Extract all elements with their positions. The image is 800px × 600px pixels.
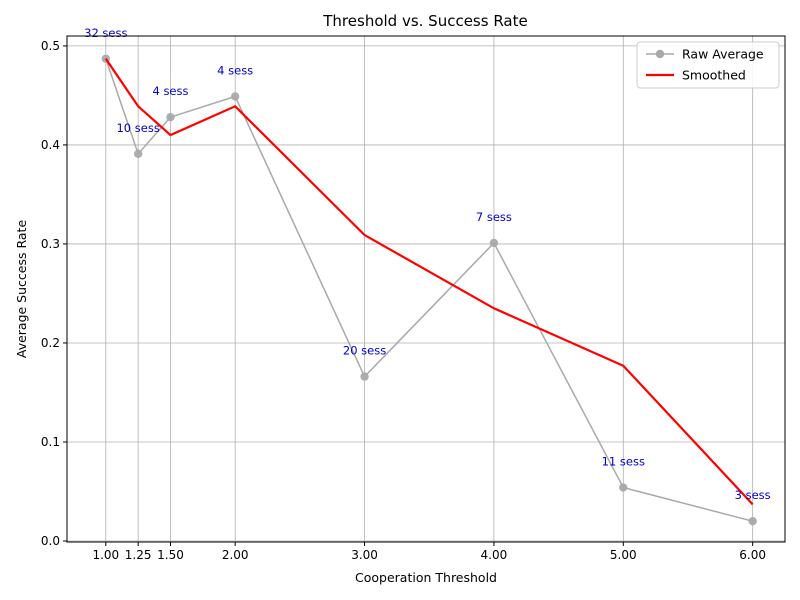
plot-frame xyxy=(66,35,786,543)
x-tick-label: 2.00 xyxy=(222,548,249,562)
data-label: 3 sess xyxy=(735,488,771,502)
data-point-raw-average xyxy=(166,112,175,122)
legend: Raw Average Smoothed xyxy=(636,41,780,89)
legend-marker-raw-average xyxy=(655,49,665,59)
grid xyxy=(67,36,785,542)
data-point-raw-average xyxy=(230,92,240,101)
series-layer xyxy=(101,54,757,526)
legend-label-raw-average: Raw Average xyxy=(682,47,764,62)
y-tick-label: 0.3 xyxy=(41,237,60,251)
data-point-raw-average xyxy=(133,149,143,159)
y-tick-label: 0.2 xyxy=(41,336,60,350)
data-label: 11 sess xyxy=(602,455,645,469)
x-tick-label: 1.25 xyxy=(125,548,152,562)
y-axis-label: Average Success Rate xyxy=(14,220,29,359)
data-point-raw-average xyxy=(748,517,757,526)
chart-title: Threshold vs. Success Rate xyxy=(322,12,527,30)
legend-label-smoothed: Smoothed xyxy=(682,68,746,83)
y-tick-label: 0.1 xyxy=(41,435,60,449)
x-axis-label: Cooperation Threshold xyxy=(355,570,497,585)
x-tick-label: 1.50 xyxy=(157,548,184,562)
x-tick-label: 6.00 xyxy=(739,548,766,562)
data-point-raw-average xyxy=(360,372,369,381)
series-line-smoothed xyxy=(104,58,754,506)
data-label: 4 sess xyxy=(152,84,188,98)
data-label: 4 sess xyxy=(217,63,253,77)
data-label: 32 sess xyxy=(84,26,127,40)
x-tick-label: 1.00 xyxy=(92,548,119,562)
data-label: 20 sess xyxy=(343,344,386,358)
data-label: 7 sess xyxy=(476,210,512,224)
x-tick-label: 4.00 xyxy=(481,548,508,562)
x-tick-label: 5.00 xyxy=(610,548,637,562)
y-tick-label: 0.5 xyxy=(41,39,60,53)
data-point-raw-average xyxy=(489,238,499,248)
y-tick-label: 0.4 xyxy=(41,138,60,152)
data-label: 10 sess xyxy=(116,121,159,135)
series-line-raw-average xyxy=(105,58,753,522)
axis-ticks: 1.00 1.25 1.50 2.00 3.00 4.00 5.00 6.00 0.0 0.1 0.… xyxy=(41,39,766,562)
y-tick-label: 0.0 xyxy=(41,534,60,548)
data-point-raw-average xyxy=(619,483,628,492)
annotations: 32 sess 10 sess 4 sess 4 sess 20 sess 7 sess 1… xyxy=(84,26,771,502)
x-tick-label: 3.00 xyxy=(351,548,378,562)
